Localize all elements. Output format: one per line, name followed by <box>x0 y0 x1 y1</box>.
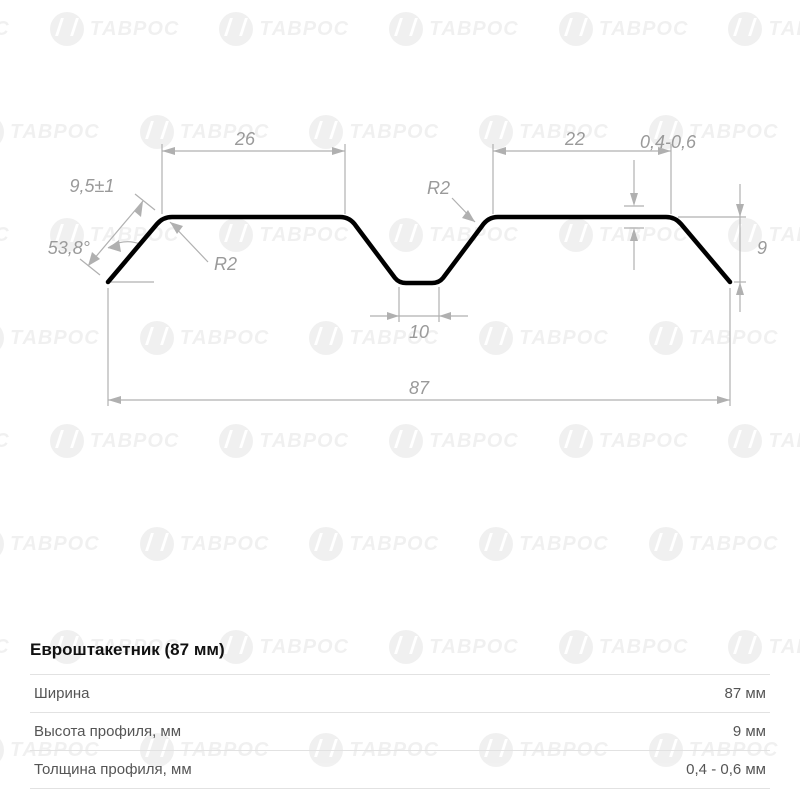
spec-label: Ширина <box>30 675 582 713</box>
dim-top-left: 26 <box>234 129 256 149</box>
dim-groove: 10 <box>409 322 429 342</box>
spec-value: 9 мм <box>582 713 770 751</box>
spec-label: Толщина профиля, мм <box>30 751 582 789</box>
spec-value: 87 мм <box>582 675 770 713</box>
table-row: Ширина 87 мм <box>30 675 770 713</box>
dim-r-inner: R2 <box>427 178 450 198</box>
profile-diagram: 26 22 0,4-0,6 9,5±1 53,8° R2 <box>0 0 800 520</box>
spec-title: Евроштакетник (87 мм) <box>30 640 770 660</box>
dim-angle: 53,8° <box>48 238 90 258</box>
dim-overall: 87 <box>409 378 430 398</box>
dim-slant: 9,5±1 <box>70 176 115 196</box>
dim-thickness: 0,4-0,6 <box>640 132 697 152</box>
spec-label: Высота профиля, мм <box>30 713 582 751</box>
table-row: Толщина профиля, мм 0,4 - 0,6 мм <box>30 751 770 789</box>
profile-path <box>108 217 730 283</box>
table-row: Высота профиля, мм 9 мм <box>30 713 770 751</box>
spec-table: Ширина 87 мм Высота профиля, мм 9 мм Тол… <box>30 674 770 789</box>
dim-r-outer: R2 <box>214 254 237 274</box>
spec-table-block: Евроштакетник (87 мм) Ширина 87 мм Высот… <box>30 640 770 789</box>
dim-height: 9 <box>757 238 767 258</box>
spec-value: 0,4 - 0,6 мм <box>582 751 770 789</box>
dim-top-right: 22 <box>564 129 585 149</box>
